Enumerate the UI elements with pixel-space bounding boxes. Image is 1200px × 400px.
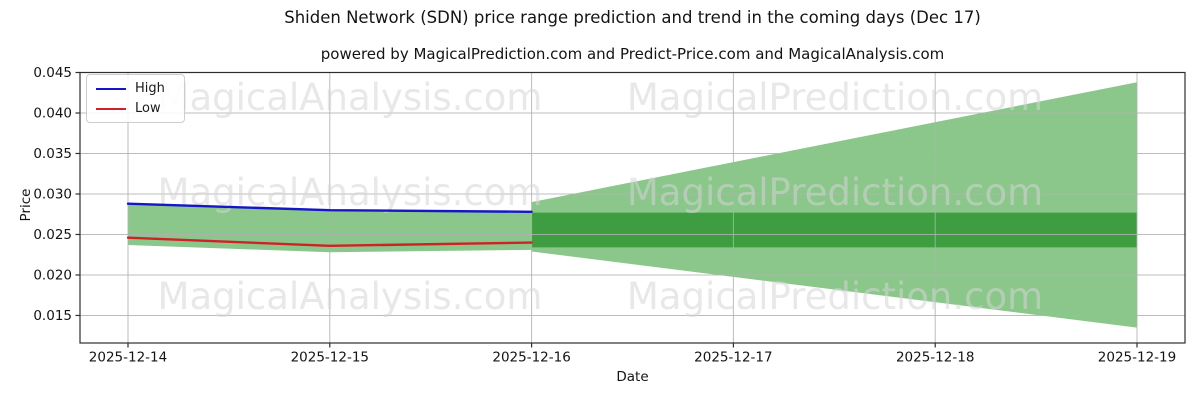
legend-high-label: High xyxy=(135,81,165,96)
x-tick-label: 2025-12-16 xyxy=(492,350,570,366)
x-tick-label: 2025-12-14 xyxy=(89,350,167,366)
watermark-prediction: MagicalPrediction.com xyxy=(627,76,1043,119)
band-prediction-band xyxy=(531,212,1137,248)
y-tick-label: 0.025 xyxy=(33,227,72,243)
watermark-analysis: MagicalAnalysis.com xyxy=(158,76,543,119)
legend-high-line-swatch xyxy=(96,87,126,90)
series-line-high xyxy=(126,202,533,213)
legend-low-label: Low xyxy=(135,101,161,116)
y-tick-label: 0.035 xyxy=(33,146,72,162)
legend-item-low: Low xyxy=(96,102,174,115)
x-tick-label: 2025-12-18 xyxy=(896,350,974,366)
x-tick-label: 2025-12-15 xyxy=(291,350,369,366)
series-line-low xyxy=(126,236,533,248)
y-tick-label: 0.030 xyxy=(33,186,72,202)
legend-item-high: High xyxy=(96,82,174,95)
x-tick-label: 2025-12-17 xyxy=(694,350,772,366)
band-prediction-fan xyxy=(531,82,1137,328)
chart-legend: High Low xyxy=(86,74,185,123)
x-tick-label: 2025-12-19 xyxy=(1098,350,1176,366)
watermark-analysis: MagicalAnalysis.com xyxy=(158,275,543,318)
plot-border xyxy=(79,71,1186,344)
watermark-prediction: MagicalPrediction.com xyxy=(627,275,1043,318)
legend-low-line-swatch xyxy=(96,107,126,110)
watermark-prediction: MagicalPrediction.com xyxy=(627,171,1043,214)
y-tick-label: 0.040 xyxy=(33,105,72,121)
y-tick-label: 0.020 xyxy=(33,267,72,283)
y-tick-label: 0.015 xyxy=(33,308,72,324)
y-tick-label: 0.045 xyxy=(33,65,72,81)
